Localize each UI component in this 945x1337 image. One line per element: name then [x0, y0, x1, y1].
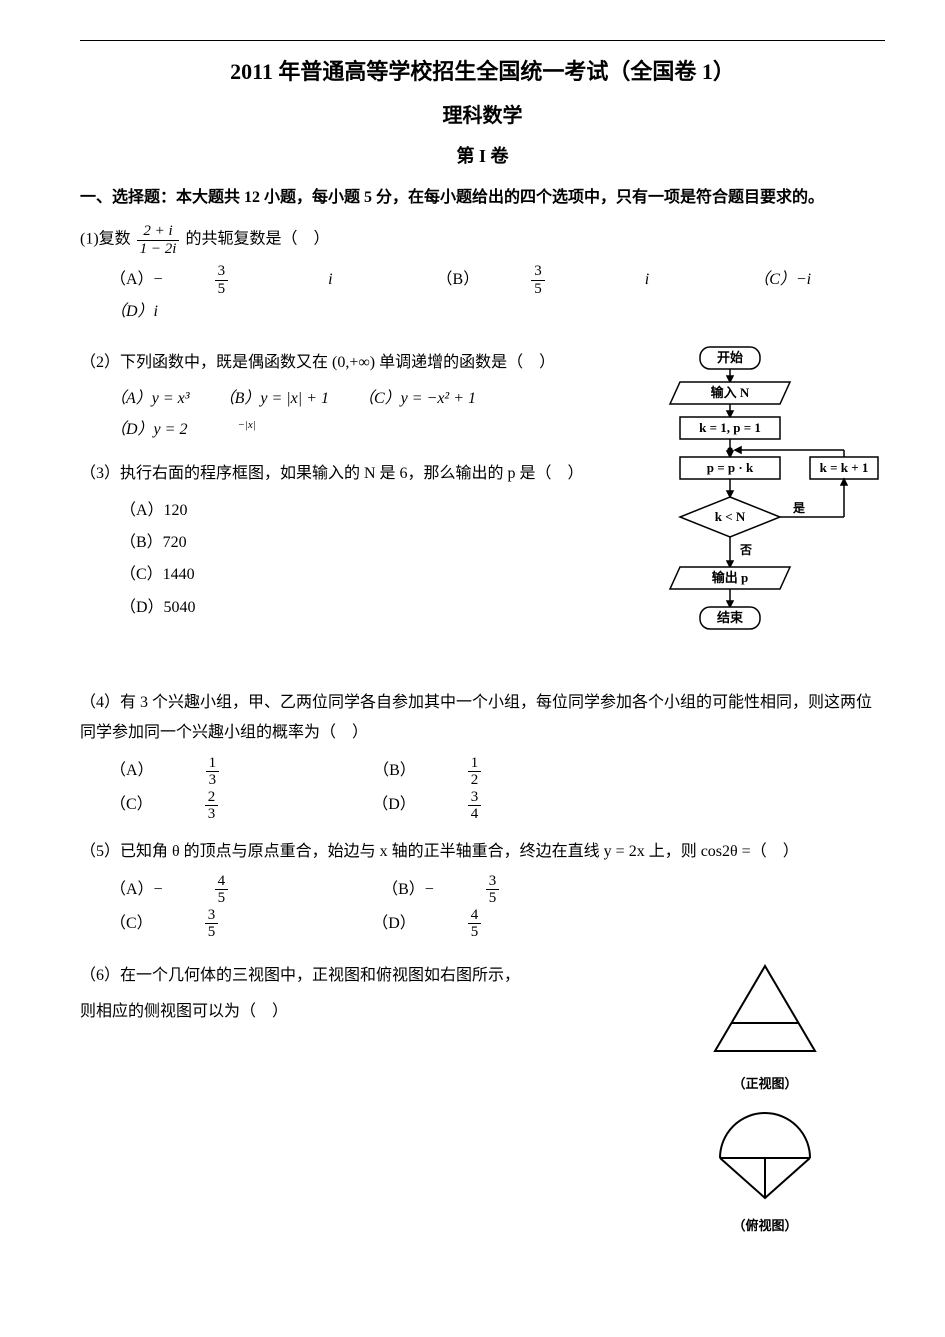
front-view-label: （正视图） [645, 1072, 885, 1097]
q1-frac-num: 2 + i [137, 223, 180, 241]
q1-stem-pre: (1)复数 [80, 231, 135, 248]
q5-opt-b: （B）−35 [382, 873, 599, 907]
q1-stem-post: 的共轭复数是（ ） [185, 231, 329, 248]
flow-output: 输出 p [712, 570, 748, 585]
flowchart-diagram: 开始 输入 N k = 1, p = 1 p = p · k k < N [645, 342, 885, 682]
top-rule [80, 40, 885, 41]
subject-title: 理科数学 [80, 97, 885, 135]
flow-end: 结束 [717, 610, 744, 625]
q3-opt-a: （A）120 [120, 496, 645, 526]
part-label: 第 I 卷 [80, 139, 885, 173]
q3-opt-b: （B）720 [120, 528, 645, 558]
q1-fraction: 2 + i 1 − 2i [137, 223, 180, 257]
q2-opt-d: （D）y = 2−|x| [110, 415, 306, 446]
section-instruction: 一、选择题：本大题共 12 小题，每小题 5 分，在每小题给出的四个选项中，只有… [80, 183, 885, 213]
flow-init: k = 1, p = 1 [699, 420, 761, 435]
q5-opt-c: （C）35 [110, 907, 318, 941]
q4-opt-c: （C）23 [110, 789, 318, 823]
question-3: （3）执行右面的程序框图，如果输入的 N 是 6，那么输出的 p 是（ ） [80, 459, 645, 489]
flow-step: p = p · k [707, 460, 754, 475]
front-view-figure [695, 961, 835, 1061]
q1-options: （A）−35i （B）35i （C）−i （D）i [110, 263, 885, 327]
q4-options: （A）13 （B）12 （C）23 （D）34 [110, 755, 885, 823]
top-view-figure [695, 1103, 835, 1203]
question-5: （5）已知角 θ 的顶点与原点重合，始边与 x 轴的正半轴重合，终边在直线 y … [80, 837, 885, 867]
flow-inc: k = k + 1 [820, 460, 869, 475]
q1-frac-den: 1 − 2i [137, 241, 180, 258]
flow-cond: k < N [715, 509, 746, 524]
q5-opt-d: （D）45 [372, 907, 581, 941]
q3-opt-d: （D）5040 [120, 593, 645, 623]
question-6-line1: （6）在一个几何体的三视图中，正视图和俯视图如右图所示， [80, 961, 645, 991]
page-title: 2011 年普通高等学校招生全国统一考试（全国卷 1） [80, 51, 885, 93]
q5-opt-a: （A）−45 [110, 873, 328, 907]
question-4: （4）有 3 个兴趣小组，甲、乙两位同学各自参加其中一个小组，每位同学参加各个小… [80, 688, 885, 749]
q4-opt-d: （D）34 [372, 789, 581, 823]
question-6-line2: 则相应的侧视图可以为（ ） [80, 997, 645, 1027]
q4-opt-a: （A）13 [110, 755, 319, 789]
flow-start: 开始 [717, 350, 743, 365]
q5-options: （A）−45 （B）−35 （C）35 （D）45 [110, 873, 885, 941]
q3-opt-c: （C）1440 [120, 560, 645, 590]
flow-input: 输入 N [711, 385, 750, 400]
q4-opt-b: （B）12 [373, 755, 581, 789]
question-2: （2）下列函数中，既是偶函数又在 (0,+∞) 单调递增的函数是（ ） [80, 348, 645, 378]
flow-yes: 是 [792, 501, 806, 515]
q1-opt-c: （C）−i [753, 265, 811, 295]
question-1: (1)复数 2 + i 1 − 2i 的共轭复数是（ ） [80, 223, 885, 257]
q1-opt-b: （B）35i [437, 263, 700, 297]
q1-opt-a: （A）−35i [110, 263, 383, 297]
top-view-label: （俯视图） [645, 1214, 885, 1239]
flow-no: 否 [739, 543, 752, 557]
q2-options: （A）y = x³ （B）y = |x| + 1 （C）y = −x² + 1 … [110, 384, 645, 445]
q2-opt-c: （C）y = −x² + 1 [358, 384, 476, 414]
q2-opt-a: （A）y = x³ [110, 384, 190, 414]
q2-opt-b: （B）y = |x| + 1 [219, 384, 329, 414]
q1-opt-d: （D）i [110, 297, 158, 327]
